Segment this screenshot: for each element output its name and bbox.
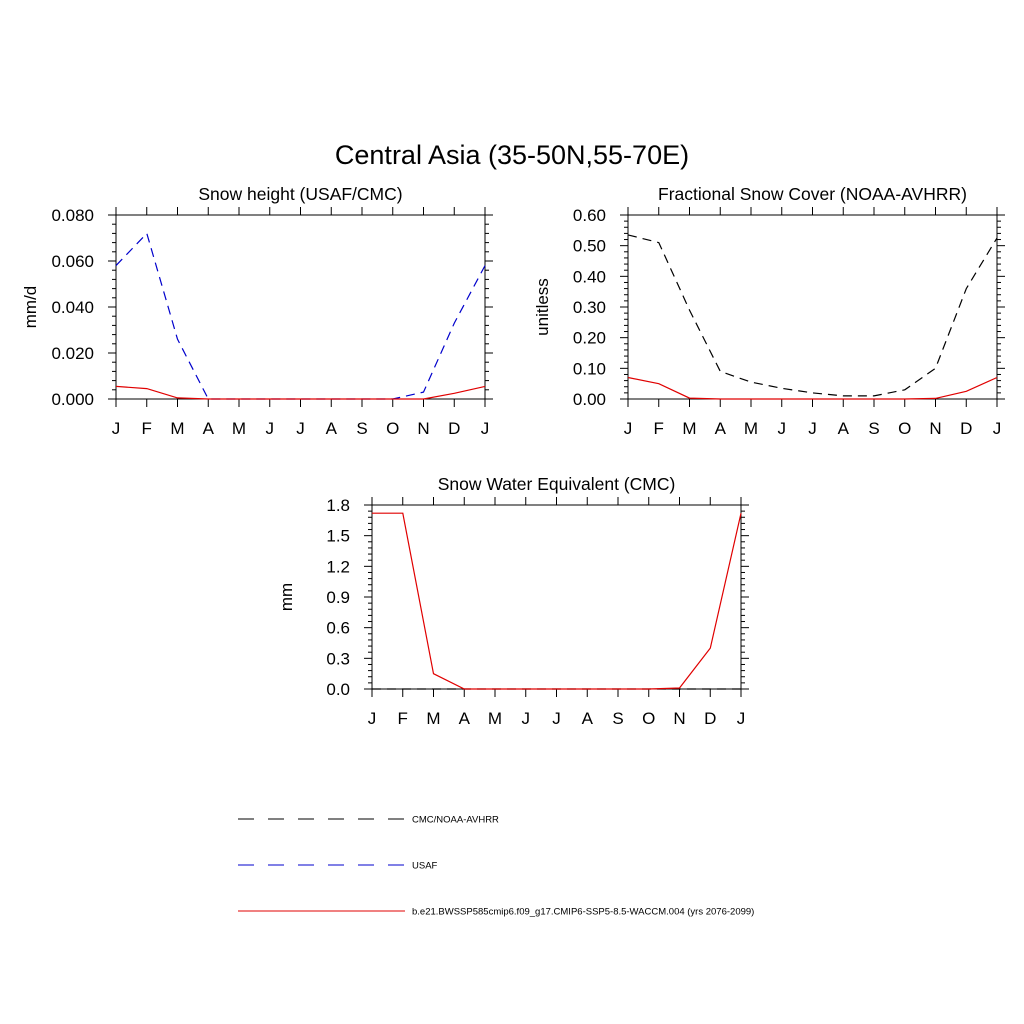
x-tick-label: N <box>417 419 429 438</box>
x-tick-label: O <box>898 419 911 438</box>
x-tick-label: F <box>398 709 408 728</box>
y-tick-label: 0.020 <box>51 344 94 363</box>
y-tick-label: 0.080 <box>51 206 94 225</box>
y-tick-label: 0.6 <box>326 619 350 638</box>
x-tick-label: J <box>778 419 787 438</box>
x-tick-label: J <box>624 419 633 438</box>
x-tick-label: J <box>266 419 275 438</box>
x-tick-label: A <box>459 709 471 728</box>
legend-label: USAF <box>412 861 438 872</box>
y-tick-label: 1.5 <box>326 527 350 546</box>
x-tick-label: J <box>112 419 121 438</box>
x-tick-label: A <box>715 419 727 438</box>
y-tick-label: 0.0 <box>326 680 350 699</box>
legend: CMC/NOAA-AVHRR USAF b.e21.BWSSP585cmip6.… <box>238 815 754 918</box>
panel-title: Snow height (USAF/CMC) <box>198 184 402 204</box>
x-tick-label: M <box>682 419 696 438</box>
x-tick-label: J <box>522 709 531 728</box>
y-axis-label: mm/d <box>21 286 40 329</box>
y-tick-label: 0.3 <box>326 649 350 668</box>
legend-label: b.e21.BWSSP585cmip6.f09_g17.CMIP6-SSP5-8… <box>412 907 754 918</box>
x-tick-label: S <box>612 709 623 728</box>
y-axis-label: unitless <box>533 278 552 336</box>
x-tick-label: A <box>582 709 594 728</box>
y-tick-label: 0.000 <box>51 390 94 409</box>
x-tick-label: N <box>929 419 941 438</box>
x-tick-label: D <box>704 709 716 728</box>
panel-fractional-snow-cover: Fractional Snow Cover (NOAA-AVHRR) unitle… <box>533 184 1005 438</box>
y-tick-label: 0.50 <box>573 237 606 256</box>
x-tick-label: D <box>448 419 460 438</box>
y-axis-label: mm <box>277 583 296 611</box>
x-tick-label: M <box>744 419 758 438</box>
y-tick-label: 0.60 <box>573 206 606 225</box>
series-line-cmc-noaa-avhrr <box>627 234 998 397</box>
panel-title: Snow Water Equivalent (CMC) <box>438 474 676 494</box>
y-tick-label: 0.040 <box>51 298 94 317</box>
y-tick-label: 0.060 <box>51 252 94 271</box>
figure-title: Central Asia (35-50N,55-70E) <box>335 140 689 170</box>
y-tick-label: 0.9 <box>326 588 350 607</box>
legend-label: CMC/NOAA-AVHRR <box>412 815 499 826</box>
x-tick-label: M <box>426 709 440 728</box>
x-tick-label: A <box>326 419 338 438</box>
x-tick-label: J <box>368 709 377 728</box>
x-tick-label: J <box>552 709 561 728</box>
legend-item: CMC/NOAA-AVHRR <box>238 815 499 826</box>
y-tick-label: 0.00 <box>573 390 606 409</box>
y-tick-label: 1.8 <box>326 496 350 515</box>
x-tick-label: F <box>142 419 152 438</box>
x-tick-label: J <box>808 419 817 438</box>
y-tick-label: 0.20 <box>573 329 606 348</box>
x-tick-label: N <box>673 709 685 728</box>
y-tick-label: 0.10 <box>573 359 606 378</box>
legend-item: b.e21.BWSSP585cmip6.f09_g17.CMIP6-SSP5-8… <box>238 907 754 918</box>
x-tick-label: M <box>170 419 184 438</box>
panel-snow-water-equivalent: Snow Water Equivalent (CMC)mmJ F M A M J J A S O N… <box>277 474 749 728</box>
y-tick-label: 1.2 <box>326 557 350 576</box>
series-line-usaf <box>115 232 486 400</box>
x-tick-label: M <box>488 709 502 728</box>
x-tick-label: J <box>737 709 746 728</box>
series-line-model <box>627 376 998 400</box>
x-tick-label: J <box>993 419 1002 438</box>
legend-item: USAF <box>238 861 438 872</box>
x-tick-label: J <box>481 419 490 438</box>
x-tick-label: A <box>838 419 850 438</box>
x-tick-label: O <box>642 709 655 728</box>
x-tick-label: F <box>654 419 664 438</box>
x-tick-label: S <box>868 419 879 438</box>
x-tick-label: S <box>356 419 367 438</box>
x-tick-label: M <box>232 419 246 438</box>
series-line-model <box>372 512 742 690</box>
series-line-model <box>115 385 486 400</box>
y-tick-label: 0.40 <box>573 267 606 286</box>
panel-title: Fractional Snow Cover (NOAA-AVHRR) <box>658 184 967 204</box>
x-tick-label: D <box>960 419 972 438</box>
panel-snow-height: Snow height (USAF/CMC)mm/dJ F M A M J J A S O N D J0… <box>21 184 493 438</box>
y-tick-label: 0.30 <box>573 298 606 317</box>
x-tick-label: A <box>203 419 215 438</box>
x-tick-label: O <box>386 419 399 438</box>
x-tick-label: J <box>296 419 305 438</box>
